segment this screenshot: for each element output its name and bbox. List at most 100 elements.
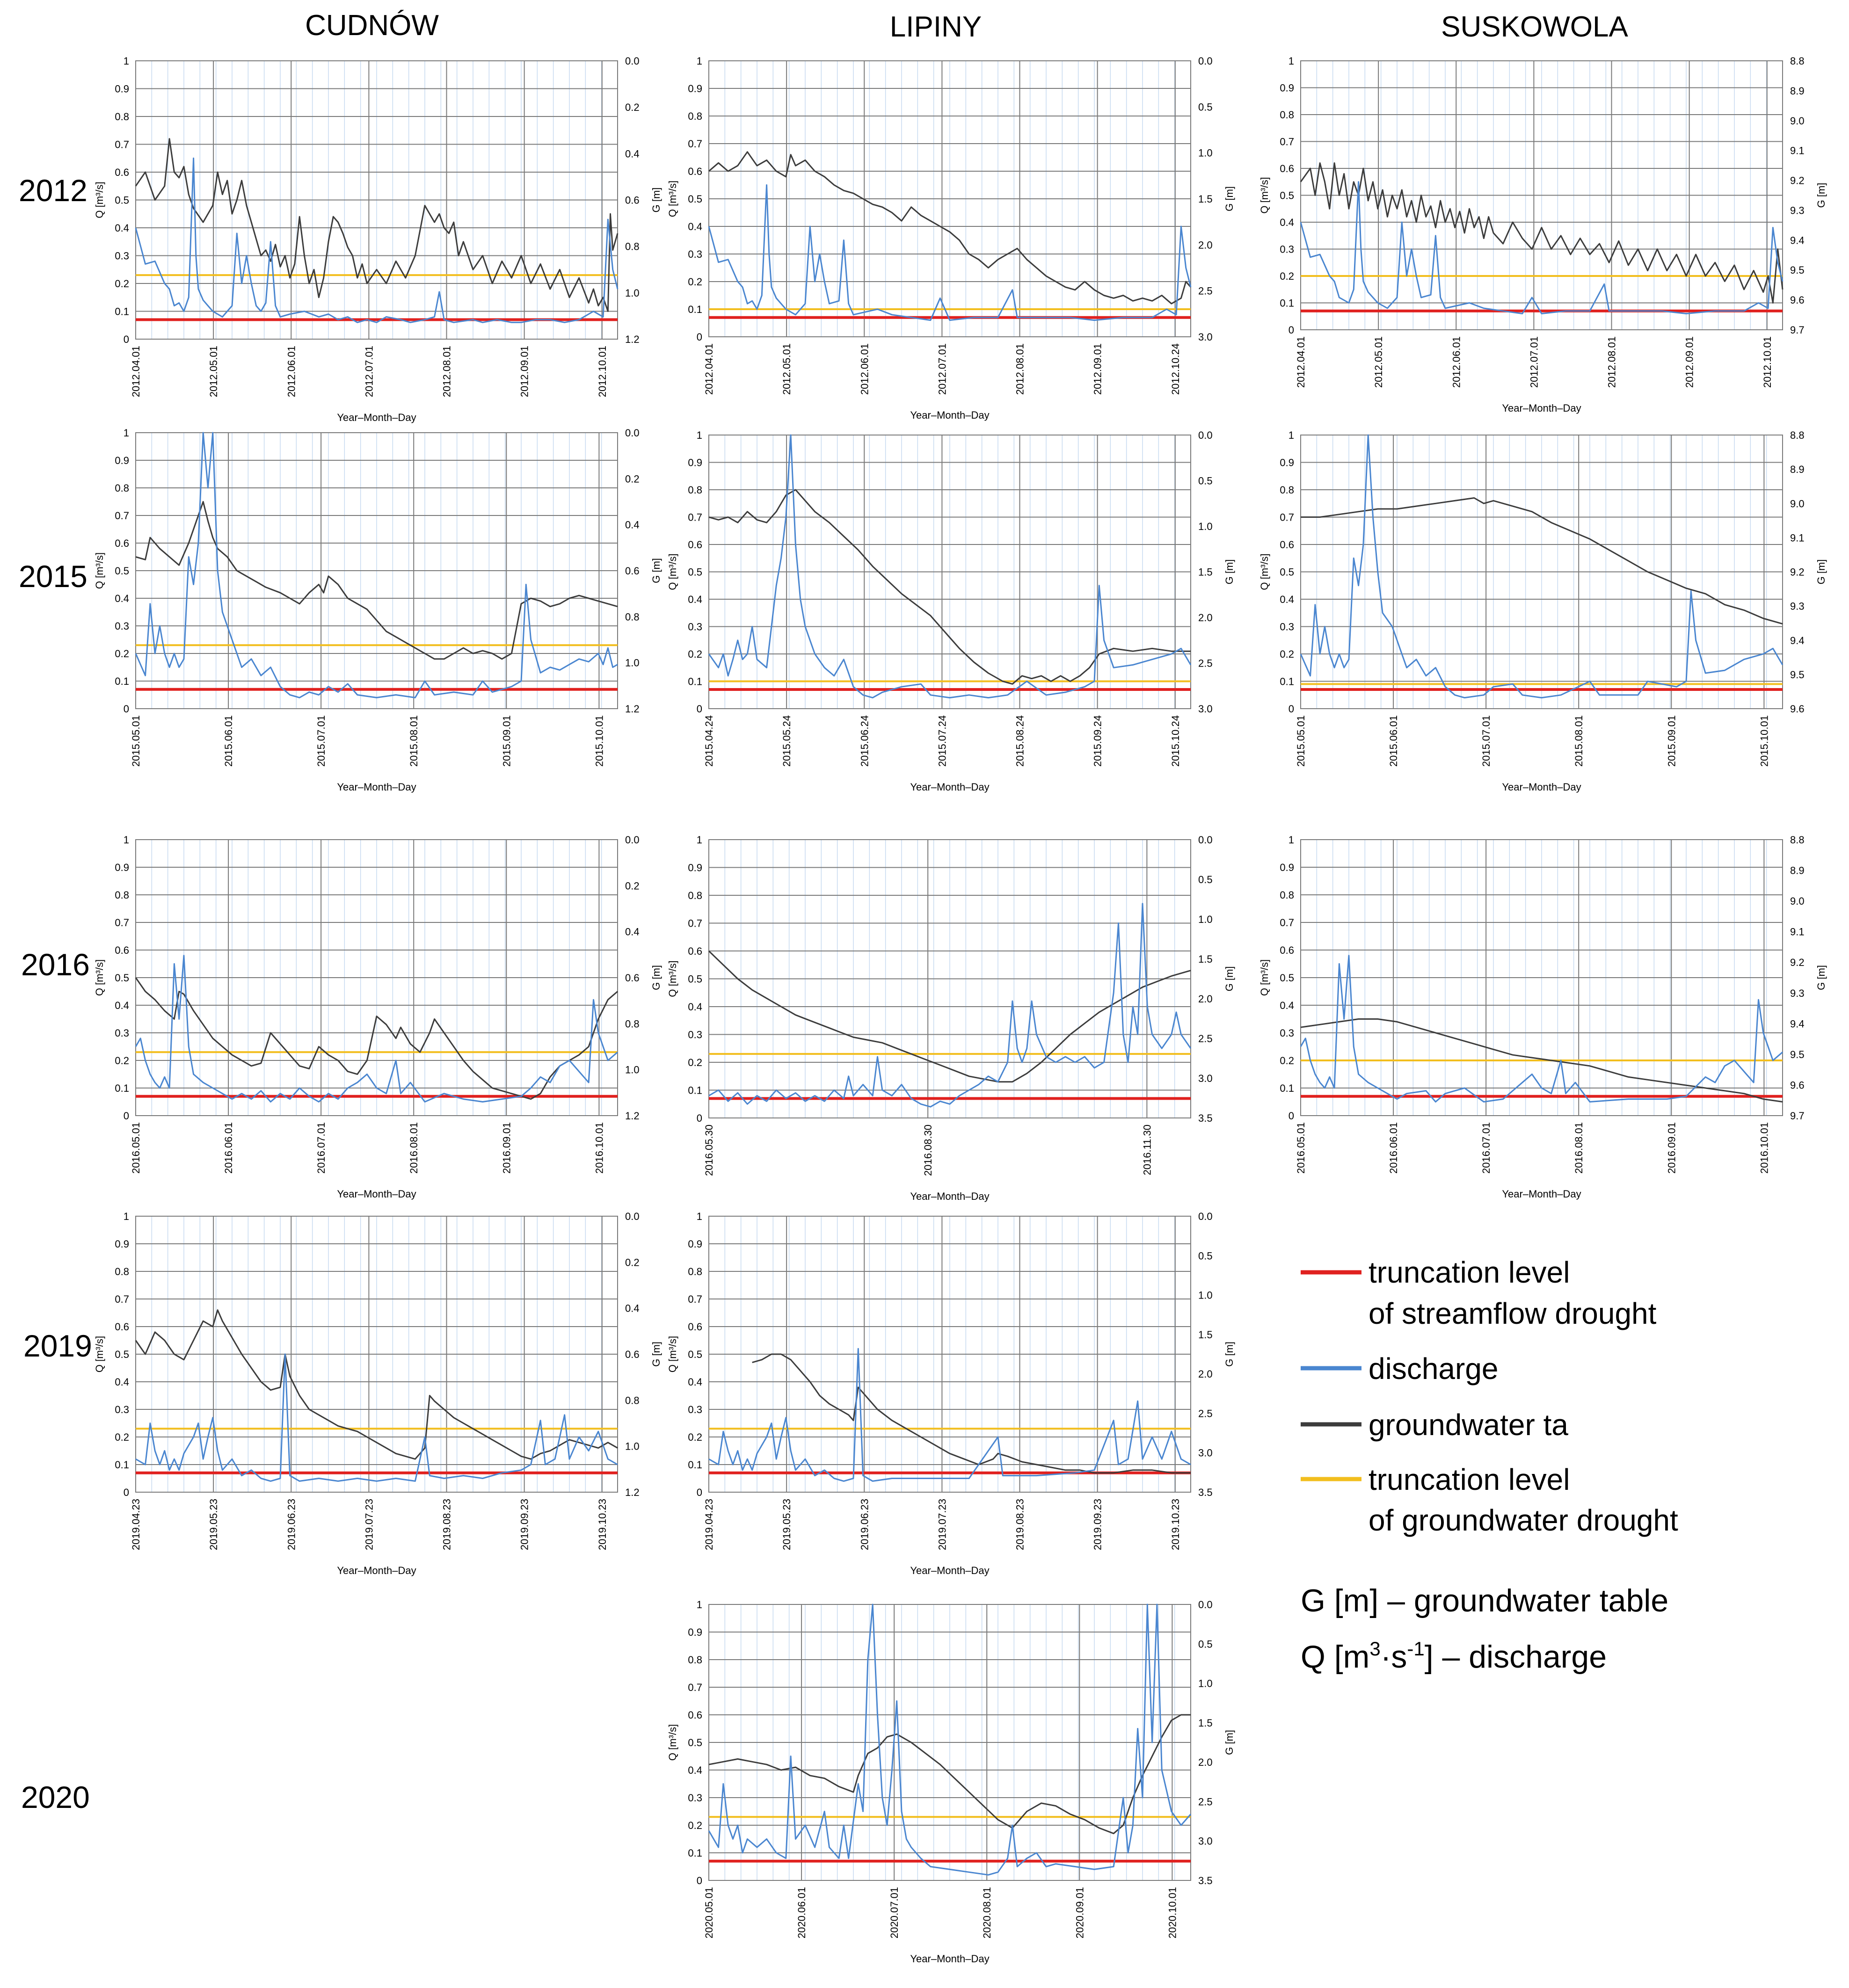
- year-label-2019: 2019: [23, 1328, 92, 1363]
- legend-yellow-line1: truncation level: [1369, 1463, 1570, 1496]
- y-tick-label: 0.6: [688, 166, 702, 177]
- x-tick-label: 2019.07.23: [936, 1499, 948, 1550]
- x-tick-label: 2015.06.01: [1388, 715, 1399, 767]
- y-tick-label: 1: [124, 55, 129, 67]
- y-tick-label: 0.8: [115, 111, 129, 123]
- y2-tick-label: 0.4: [625, 148, 640, 160]
- definition-q-post: ] – discharge: [1425, 1639, 1607, 1675]
- y2-tick-label: 1.0: [1198, 1290, 1213, 1301]
- y-axis-title: Q [m³/s]: [94, 552, 105, 589]
- y-tick-label: 0.1: [688, 1847, 702, 1859]
- y-tick-label: 0.2: [688, 648, 702, 660]
- x-tick-label: 2012.06.01: [285, 346, 297, 397]
- y-tick-label: 0.7: [115, 917, 129, 929]
- y-tick-label: 0: [697, 1112, 702, 1124]
- y2-tick-label: 2.0: [1198, 1756, 1213, 1768]
- y2-tick-label: 1.2: [625, 1110, 640, 1122]
- y2-tick-label: 3.0: [1198, 1073, 1213, 1084]
- y-tick-label: 0: [124, 1487, 129, 1498]
- x-tick-label: 2012.09.01: [519, 346, 531, 397]
- x-tick-label: 2016.05.01: [1295, 1122, 1307, 1174]
- y2-tick-label: 9.5: [1790, 669, 1805, 681]
- definition-q-sup1: 3: [1369, 1638, 1380, 1660]
- y-tick-label: 0.6: [115, 537, 129, 549]
- y2-tick-label: 0.8: [625, 241, 640, 253]
- y2-tick-label: 3.5: [1198, 1487, 1213, 1498]
- y2-tick-label: 0.5: [1198, 475, 1213, 487]
- y2-tick-label: 9.4: [1790, 635, 1805, 646]
- discharge-series: [135, 955, 618, 1103]
- x-axis-title: Year–Month–Day: [337, 412, 416, 423]
- y2-tick-label: 0.0: [625, 427, 640, 439]
- y-tick-label: 0: [124, 703, 129, 715]
- y2-axis-title: G [m]: [1815, 559, 1827, 585]
- y-tick-label: 0.2: [115, 1431, 129, 1443]
- x-tick-label: 2015.08.01: [408, 715, 420, 767]
- y-axis-title: Q [m³/s]: [1259, 177, 1270, 213]
- y-axis-title: Q [m³/s]: [1259, 553, 1270, 590]
- y2-tick-label: 9.6: [1790, 294, 1805, 306]
- station-title-lipiny: LIPINY: [890, 11, 982, 43]
- x-tick-label: 2016.08.30: [922, 1125, 934, 1176]
- groundwater-series: [1301, 497, 1783, 625]
- y2-tick-label: 1.5: [1198, 1717, 1213, 1729]
- y-tick-label: 0.8: [115, 482, 129, 494]
- y-tick-label: 0: [697, 703, 702, 715]
- y-tick-label: 0.8: [1280, 109, 1294, 121]
- x-tick-label: 2015.09.01: [1666, 715, 1677, 767]
- y2-tick-label: 0.2: [625, 880, 640, 892]
- y2-tick-label: 9.0: [1790, 895, 1805, 907]
- discharge-series: [135, 1353, 618, 1482]
- x-tick-label: 2016.08.01: [408, 1122, 420, 1174]
- x-tick-label: 2019.10.23: [1170, 1499, 1181, 1550]
- x-tick-label: 2015.10.01: [593, 715, 605, 767]
- y-tick-label: 1: [124, 427, 129, 439]
- y2-tick-label: 0.6: [625, 565, 640, 577]
- x-tick-label: 2012.06.01: [859, 343, 870, 395]
- x-tick-label: 2019.10.23: [597, 1499, 608, 1550]
- y-tick-label: 0.4: [115, 1000, 129, 1011]
- y2-tick-label: 9.7: [1790, 324, 1805, 336]
- y-tick-label: 0: [697, 331, 702, 343]
- definition-g: G [m] – groundwater table: [1301, 1583, 1668, 1618]
- x-tick-label: 2019.04.23: [130, 1499, 142, 1550]
- y2-tick-label: 0.0: [625, 55, 640, 67]
- y2-tick-label: 2.5: [1198, 658, 1213, 669]
- y-tick-label: 0.6: [688, 945, 702, 957]
- y-tick-label: 0.4: [688, 221, 702, 232]
- y-tick-label: 0.3: [688, 248, 702, 260]
- x-axis-title: Year–Month–Day: [910, 1953, 989, 1965]
- discharge-series: [135, 157, 619, 323]
- y-tick-label: 0.4: [1280, 1000, 1294, 1011]
- y2-tick-label: 1.5: [1198, 566, 1213, 578]
- y-tick-label: 0.9: [1280, 82, 1294, 94]
- y-tick-label: 0.7: [115, 139, 129, 151]
- x-tick-label: 2012.07.01: [1528, 336, 1540, 388]
- y2-tick-label: 1.0: [1198, 521, 1213, 532]
- y-tick-label: 0.5: [115, 195, 129, 206]
- y2-tick-label: 0.0: [625, 1211, 640, 1222]
- y-tick-label: 0.3: [115, 1027, 129, 1039]
- x-tick-label: 2012.08.01: [441, 346, 453, 397]
- y2-tick-label: 0.8: [625, 611, 640, 623]
- y-tick-label: 0.2: [115, 278, 129, 290]
- y2-tick-label: 1.0: [625, 1441, 640, 1452]
- x-tick-label: 2016.07.01: [315, 1122, 327, 1174]
- x-tick-label: 2012.06.01: [1450, 336, 1462, 388]
- y-axis-title: Q [m³/s]: [667, 181, 678, 217]
- y2-tick-label: 9.5: [1790, 264, 1805, 276]
- chart-lipiny-2015: 0 0.1 0.2 0.3 0.4 0.5 0.6 0.7 0.8 0.9 1 2015.04.24 2…: [667, 429, 1235, 793]
- y2-tick-label: 9.5: [1790, 1049, 1805, 1060]
- y2-tick-label: 0.2: [625, 473, 640, 485]
- y2-tick-label: 1.5: [1198, 953, 1213, 965]
- y-tick-label: 0.1: [688, 304, 702, 315]
- y2-tick-label: 8.9: [1790, 865, 1805, 877]
- chart-cudnow-2015: 0 0.1 0.2 0.3 0.4 0.5 0.6 0.7 0.8 0.9 1 2015.05.01 2…: [94, 427, 662, 793]
- y2-tick-label: 0.8: [625, 1018, 640, 1030]
- y-tick-label: 0.9: [1280, 457, 1294, 469]
- y-tick-label: 0.2: [115, 1055, 129, 1067]
- y-tick-label: 1: [1288, 429, 1294, 441]
- y-tick-label: 0.9: [115, 455, 129, 466]
- y-tick-label: 0.2: [688, 1820, 702, 1831]
- discharge-series: [708, 1348, 1191, 1482]
